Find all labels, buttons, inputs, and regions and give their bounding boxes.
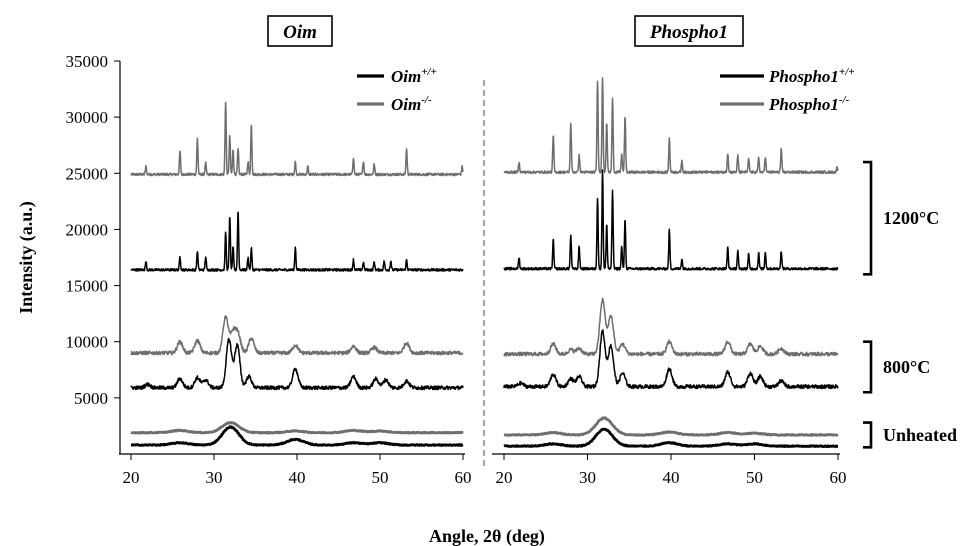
- panel-title: Oim: [283, 22, 317, 43]
- y-tick-label: 35000: [66, 52, 109, 71]
- series-wt-unheated: [130, 425, 464, 447]
- y-tick-label: 10000: [66, 333, 109, 352]
- group-label: 1200°C: [883, 208, 939, 228]
- group-label: 800°C: [883, 357, 930, 377]
- panels: 20 30 40 50 60 Oim Oim+/+ Oim-/- 20 30 40 50 60 Phosp…: [119, 15, 855, 487]
- x-axis-title: Angle, 2θ (deg): [429, 526, 545, 546]
- x-tick-label: 20: [496, 468, 513, 487]
- x-tick-label: 40: [289, 468, 306, 487]
- series-wt-1200c: [130, 211, 464, 272]
- y-tick-label: 20000: [66, 220, 109, 239]
- temperature-brackets: 1200°C 800°C Unheated: [863, 160, 957, 449]
- group-bracket: [863, 160, 873, 276]
- legend-label: Phospho1+/+: [768, 66, 855, 86]
- x-tick-label: 50: [746, 468, 763, 487]
- group-bracket: [863, 421, 873, 449]
- panel-oim: 20 30 40 50 60 Oim Oim+/+ Oim-/-: [119, 15, 472, 487]
- x-tick-label: 60: [455, 468, 472, 487]
- series-wt-800c: [130, 337, 464, 391]
- legend-label: Oim-/-: [391, 94, 432, 114]
- series-ko-1200c: [503, 77, 839, 175]
- series-ko-1200c: [130, 101, 464, 177]
- panel-title-box: [634, 15, 744, 47]
- series-ko-unheated: [503, 416, 839, 437]
- x-tick-label: 50: [372, 468, 389, 487]
- panel-phospho1: 20 30 40 50 60 Phospho1 Phospho1+/+ Phospho1-/-: [492, 15, 855, 487]
- x-tick-label: 30: [206, 468, 223, 487]
- legend-label: Phospho1-/-: [768, 94, 850, 114]
- series-wt-unheated: [503, 427, 839, 448]
- x-tick-label: 60: [830, 468, 847, 487]
- y-axis-title: Intensity (a.u.): [16, 201, 37, 314]
- panel-title-box: [267, 15, 333, 47]
- series-wt-800c: [503, 329, 839, 390]
- y-tick-label: 30000: [66, 108, 109, 127]
- y-tick-label: 5000: [74, 389, 108, 408]
- group-bracket: [863, 340, 873, 394]
- x-tick-label: 30: [579, 468, 596, 487]
- x-tick-label: 20: [123, 468, 140, 487]
- group-label: Unheated: [883, 425, 957, 445]
- y-tick-label: 15000: [66, 277, 109, 296]
- series-ko-800c: [130, 315, 464, 356]
- panel-title: Phospho1: [649, 22, 728, 43]
- legend-label: Oim+/+: [391, 66, 437, 86]
- y-tick-label: 25000: [66, 164, 109, 183]
- x-tick-label: 40: [663, 468, 680, 487]
- series-wt-1200c: [503, 169, 839, 271]
- series-ko-unheated: [130, 421, 464, 435]
- series-ko-800c: [503, 297, 839, 357]
- y-axis: 5000 10000 15000 20000 25000 30000 35000: [66, 52, 121, 454]
